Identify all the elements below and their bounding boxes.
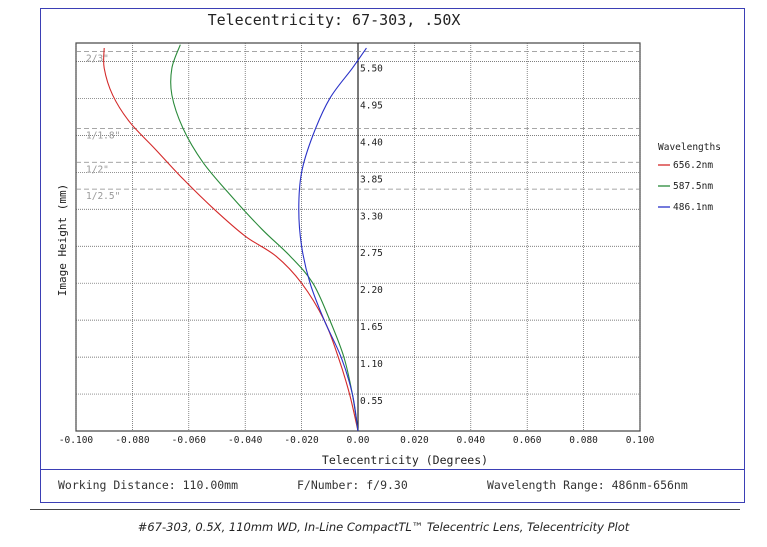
y-tick-label: 2.20	[360, 285, 383, 296]
y-tick-label: 2.75	[360, 248, 383, 259]
caption-rule	[30, 509, 740, 510]
legend-label: 587.5nm	[673, 181, 713, 192]
x-tick-label: -0.020	[284, 435, 319, 446]
legend-label: 656.2nm	[673, 160, 713, 171]
series-line-587.5nm	[170, 44, 359, 432]
format-label: 1/1.8"	[86, 131, 120, 142]
format-label: 1/2.5"	[86, 191, 120, 202]
y-tick-label: 0.55	[360, 396, 383, 407]
grid-layer	[75, 42, 641, 432]
legend: Wavelengths 656.2nm 587.5nm 486.1nm	[658, 142, 721, 213]
x-tick-label: -0.040	[228, 435, 263, 446]
format-label: 1/2"	[86, 164, 109, 175]
y-axis-label: Image Height (mm)	[56, 184, 69, 297]
x-axis-label: Telecentricity (Degrees)	[322, 453, 488, 467]
y-tick-label: 1.65	[360, 322, 383, 333]
x-tick-label: 0.020	[400, 435, 429, 446]
series-line-486.1nm	[298, 47, 367, 432]
tick-labels: -0.100 -0.080 -0.060 -0.040 -0.020 0.00 0.020 0…	[59, 63, 655, 446]
legend-title: Wavelengths	[658, 142, 721, 153]
y-tick-label: 3.85	[360, 174, 383, 185]
x-tick-label: 0.100	[626, 435, 655, 446]
legend-label: 486.1nm	[673, 202, 713, 213]
x-tick-label: -0.080	[115, 435, 150, 446]
chart-title: Telecentricity: 67-303, .50X	[208, 11, 461, 29]
f-number-text: F/Number: f/9.30	[297, 478, 408, 492]
x-tick-label: 0.00	[347, 435, 370, 446]
x-tick-label: 0.060	[513, 435, 542, 446]
y-tick-label: 4.40	[360, 137, 383, 148]
x-tick-label: 0.040	[456, 435, 485, 446]
y-tick-label: 5.50	[360, 63, 383, 74]
working-distance-text: Working Distance: 110.00mm	[58, 478, 239, 492]
y-tick-label: 1.10	[360, 359, 383, 370]
chart-frame	[40, 8, 745, 503]
y-tick-label: 3.30	[360, 211, 383, 222]
x-tick-label: -0.100	[59, 435, 94, 446]
x-tick-label: 0.080	[569, 435, 598, 446]
figure-caption: #67-303, 0.5X, 110mm WD, In-Line Compact…	[137, 520, 630, 534]
y-tick-label: 4.95	[360, 100, 383, 111]
footer-divider	[40, 469, 745, 470]
x-tick-label: -0.060	[172, 435, 207, 446]
wavelength-range-text: Wavelength Range: 486nm-656nm	[487, 478, 688, 492]
format-label: 2/3"	[86, 53, 109, 64]
sensor-format-annotations: 2/3" 1/1.8" 1/2" 1/2.5"	[76, 50, 640, 202]
series-layer	[103, 44, 367, 432]
series-line-656.2nm	[103, 48, 359, 432]
